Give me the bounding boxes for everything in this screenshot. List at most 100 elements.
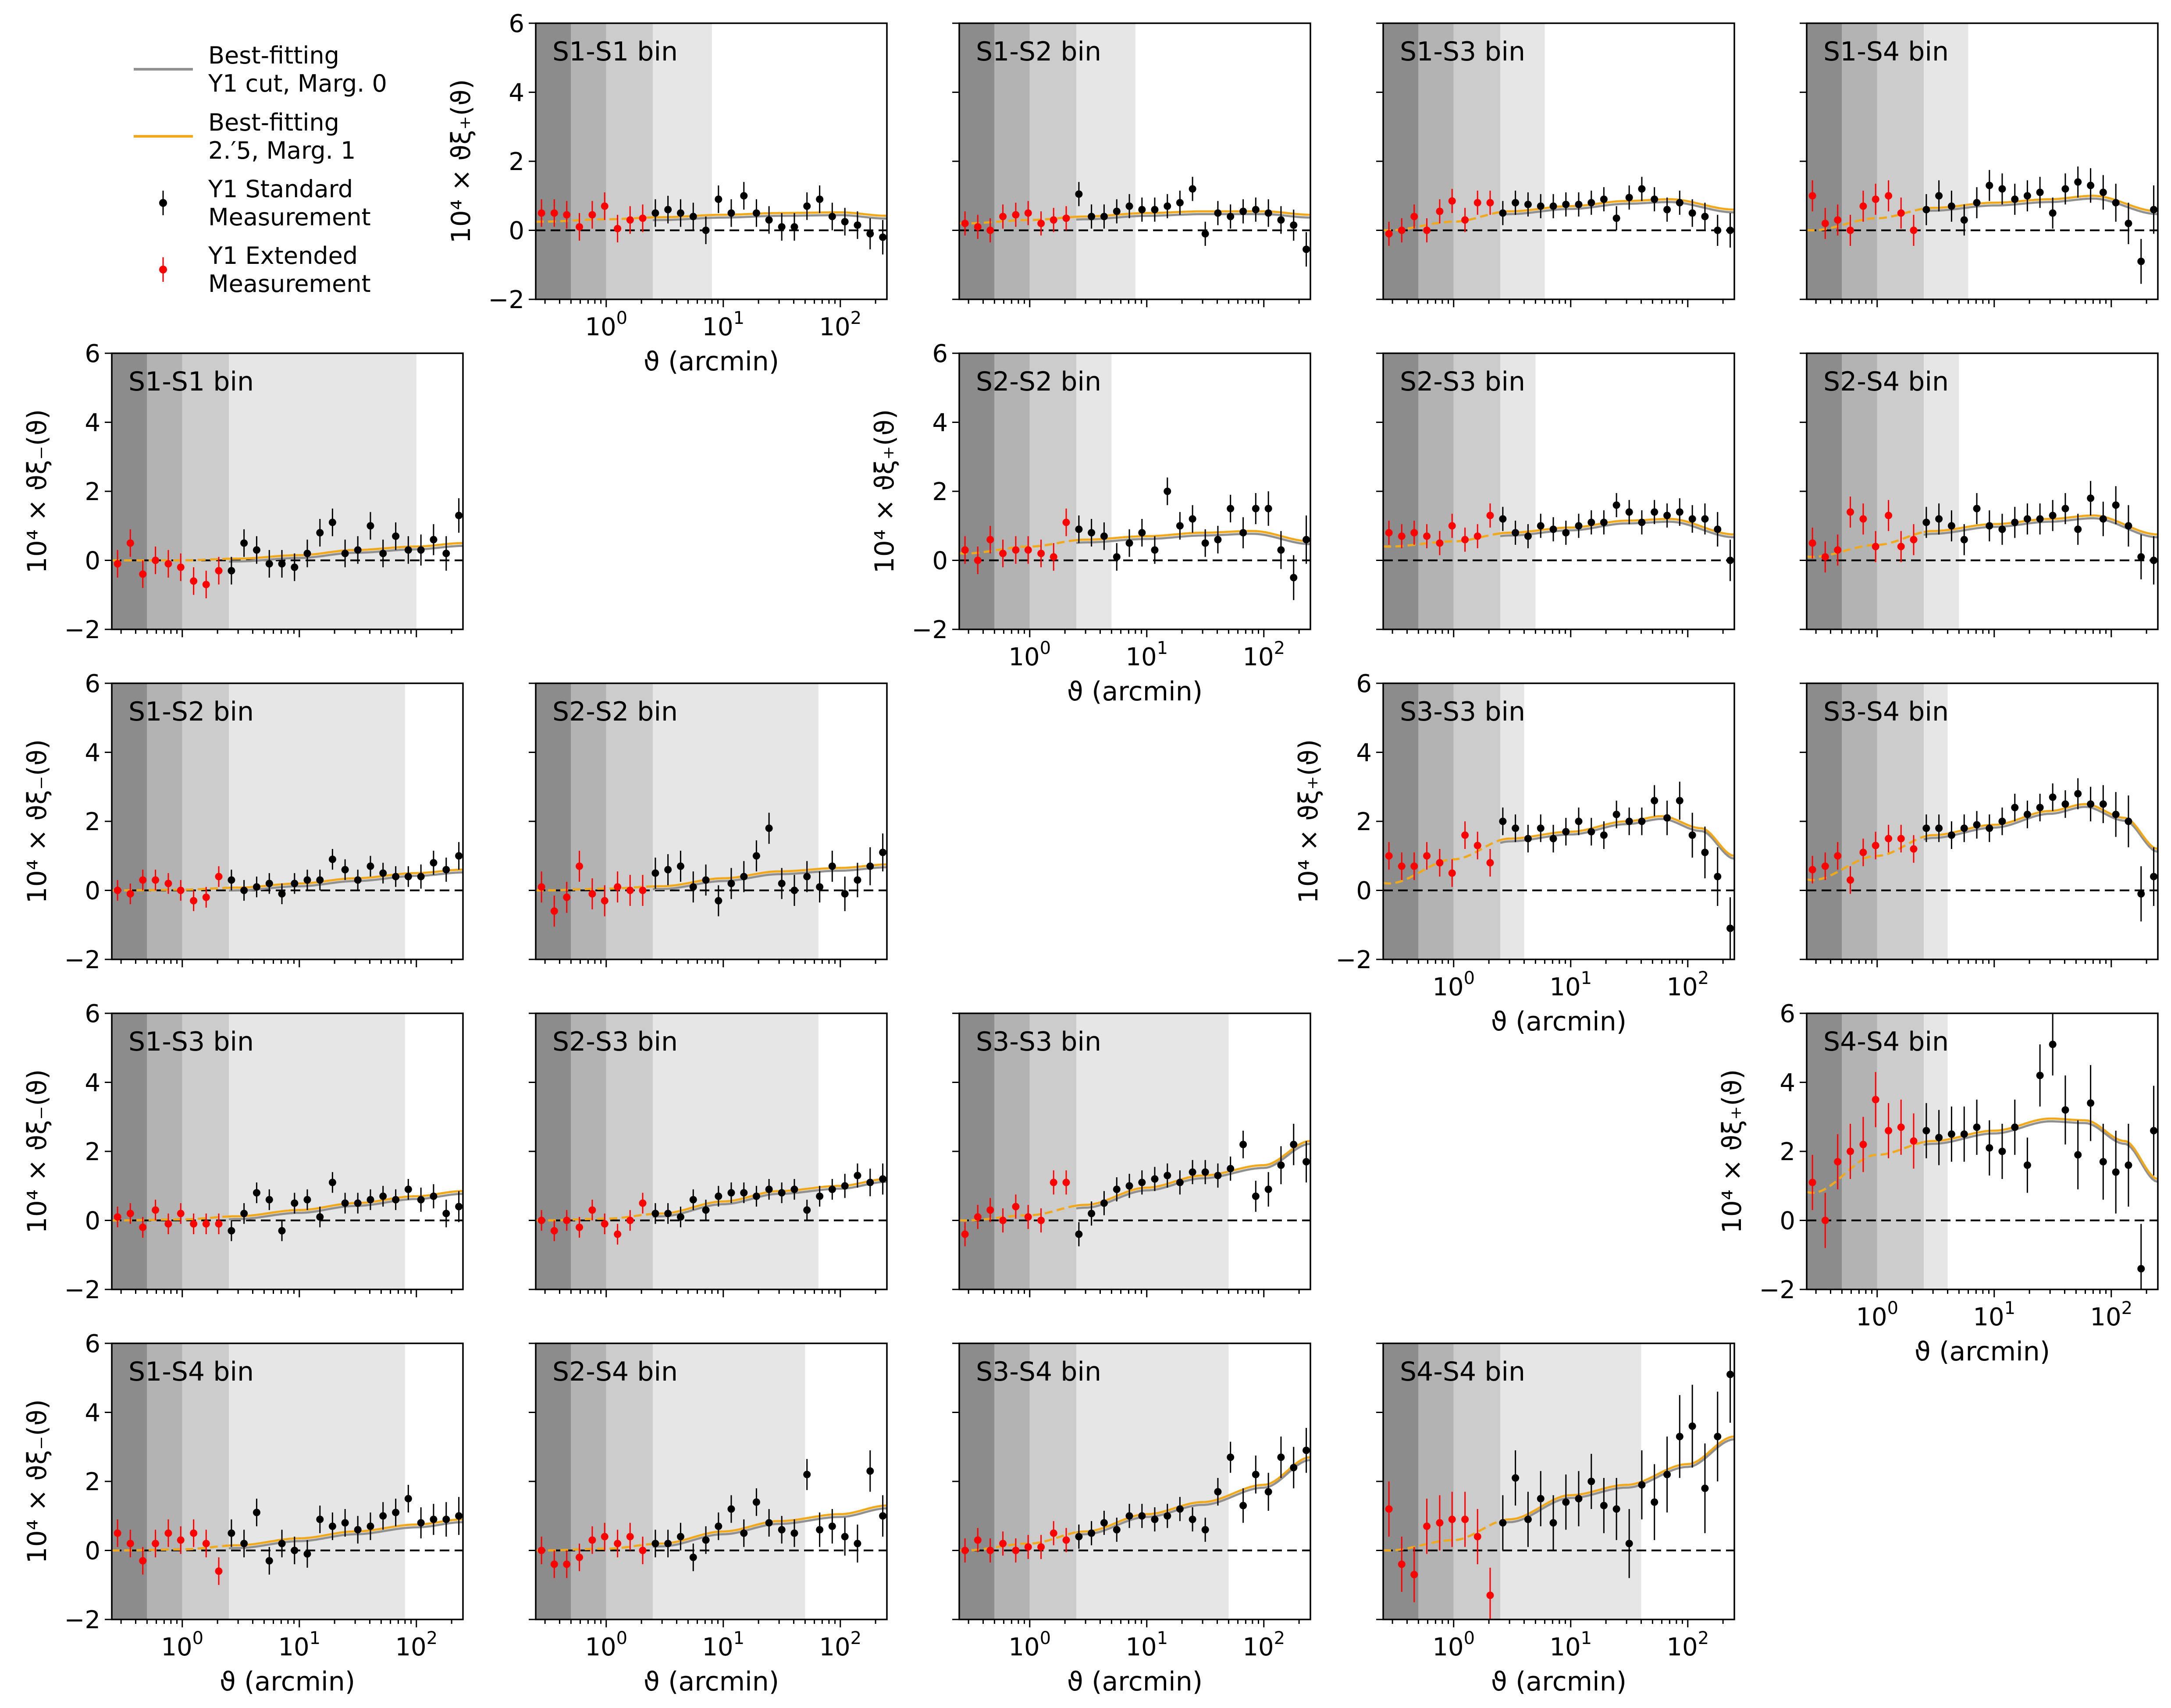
- scale-cut-band-4: [1076, 23, 1135, 299]
- standard-data-point: [2036, 794, 2044, 821]
- scale-cut-band-4: [229, 1013, 405, 1289]
- y-tick-label: 0: [509, 217, 524, 245]
- marker: [879, 233, 887, 241]
- marker: [164, 560, 172, 568]
- standard-data-point: [455, 1497, 463, 1535]
- marker: [1638, 185, 1646, 193]
- marker: [1701, 515, 1709, 523]
- standard-data-point: [291, 553, 299, 581]
- scale-cut-band-2: [571, 23, 606, 299]
- marker: [2137, 553, 2145, 561]
- standard-data-point: [303, 540, 311, 568]
- standard-data-point: [1303, 515, 1310, 564]
- extended-data-point: [1385, 1481, 1393, 1537]
- standard-data-point: [1499, 1495, 1507, 1551]
- standard-data-point: [1290, 555, 1298, 600]
- extended-data-point: [999, 1208, 1007, 1233]
- standard-data-point: [2011, 794, 2019, 821]
- marker: [1151, 1175, 1159, 1183]
- marker: [442, 550, 450, 557]
- marker: [215, 873, 223, 881]
- standard-data-point: [1575, 1471, 1583, 1527]
- x-tick-label: 102: [1666, 1628, 1709, 1662]
- marker: [1821, 220, 1829, 227]
- standard-data-point: [1176, 1497, 1184, 1521]
- extended-data-point: [215, 557, 223, 585]
- marker: [265, 880, 273, 888]
- standard-data-point: [1252, 1180, 1260, 1212]
- marker: [2036, 1072, 2044, 1079]
- standard-data-point: [1499, 201, 1507, 225]
- standard-data-point: [1947, 510, 1955, 542]
- standard-data-point: [1935, 1110, 1943, 1165]
- marker: [1922, 206, 1930, 213]
- extended-data-point: [639, 1537, 647, 1564]
- marker: [1524, 834, 1532, 842]
- marker: [563, 211, 571, 219]
- marker: [1651, 508, 1659, 516]
- extended-data-point: [139, 870, 147, 891]
- standard-data-point: [841, 877, 849, 911]
- extended-data-point: [1436, 199, 1444, 224]
- extended-data-point: [974, 215, 982, 239]
- marker: [1303, 1446, 1310, 1454]
- marker: [1448, 1516, 1456, 1523]
- extended-data-point: [974, 1528, 982, 1552]
- marker: [164, 880, 172, 888]
- standard-data-point: [2087, 1065, 2095, 1141]
- y-tick-label: 0: [1356, 877, 1372, 905]
- standard-data-point: [392, 866, 400, 887]
- marker: [240, 1540, 248, 1548]
- standard-data-point: [1277, 1436, 1285, 1478]
- standard-data-point: [1726, 1343, 1734, 1423]
- extended-data-point: [190, 1213, 198, 1234]
- marker: [1113, 1526, 1121, 1534]
- marker: [1587, 1477, 1595, 1485]
- marker: [626, 1533, 634, 1541]
- x-tick-label: 100: [1008, 638, 1051, 671]
- marker: [1423, 227, 1431, 234]
- standard-data-point: [1922, 1103, 1930, 1158]
- standard-data-point: [1100, 522, 1108, 550]
- standard-data-point: [2023, 800, 2031, 828]
- marker: [1986, 824, 1993, 832]
- x-tick-label: 101: [278, 1628, 320, 1662]
- standard-data-point: [1264, 1473, 1272, 1511]
- legend-label: Measurement: [208, 270, 371, 298]
- best-fit-line-y1-cut: [1500, 1438, 1734, 1525]
- best-fit-line-extended: [1500, 518, 1734, 536]
- marker: [1461, 216, 1469, 224]
- marker: [1290, 221, 1298, 229]
- y-axis-label: 10⁴ × ϑξ₊(ϑ): [446, 79, 477, 243]
- marker: [588, 211, 596, 219]
- marker: [367, 522, 374, 530]
- y-tick-label: −2: [1335, 946, 1372, 974]
- marker: [816, 195, 824, 203]
- extended-data-point: [563, 1210, 571, 1231]
- standard-data-point: [1239, 1488, 1247, 1523]
- marker: [1088, 1210, 1096, 1218]
- extended-data-point: [601, 885, 609, 916]
- marker: [1164, 1512, 1171, 1520]
- standard-data-point: [715, 185, 722, 213]
- marker: [177, 887, 185, 894]
- marker: [1448, 522, 1456, 530]
- marker: [1138, 1179, 1146, 1186]
- standard-data-point: [689, 871, 697, 903]
- marker: [1897, 834, 1905, 842]
- best-fit-line-extended-small-scale: [536, 885, 653, 891]
- extended-data-point: [601, 1523, 609, 1551]
- marker: [752, 209, 760, 217]
- extended-data-point: [1410, 1547, 1418, 1602]
- marker: [651, 1210, 659, 1218]
- standard-data-point: [1701, 1443, 1709, 1534]
- scale-cut-band-4: [1924, 683, 1948, 959]
- scale-cut-band-4: [1924, 353, 1959, 629]
- marker: [601, 897, 609, 905]
- marker: [455, 1203, 463, 1211]
- marker: [1600, 195, 1608, 203]
- marker: [651, 209, 659, 217]
- panel-7: S2-S3 bin: [1376, 352, 1735, 637]
- standard-data-point: [379, 540, 387, 568]
- marker: [550, 907, 558, 915]
